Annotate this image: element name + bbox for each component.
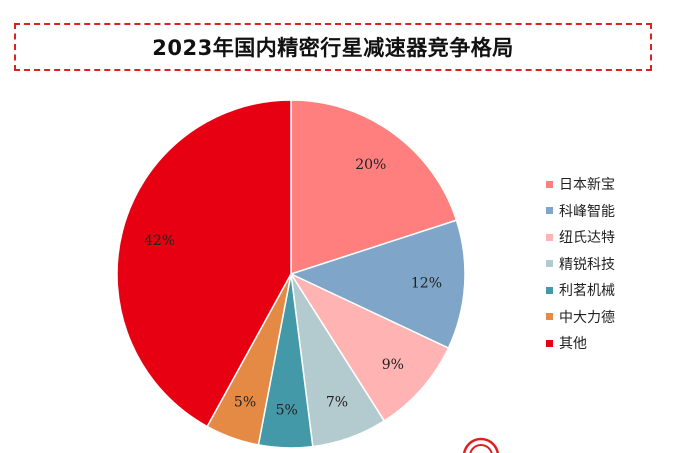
legend-label: 精锐科技	[559, 256, 615, 273]
legend-label: 纽氏达特	[559, 230, 615, 247]
brand-logo-icon	[463, 437, 499, 453]
legend-swatch	[546, 313, 553, 321]
pie-data-label-4: 7%	[326, 395, 348, 411]
legend-label: 科峰智能	[559, 203, 615, 220]
legend-label: 日本新宝	[559, 177, 615, 194]
pie-data-label-1: 20%	[355, 157, 386, 173]
legend-swatch	[546, 180, 553, 188]
legend-item-3: 纽氏达特	[546, 224, 615, 251]
legend-item-6: 中大力德	[546, 304, 615, 331]
pie-data-label-6: 5%	[234, 395, 256, 411]
legend-item-2: 科峰智能	[546, 198, 615, 225]
legend-label: 利茗机械	[559, 283, 615, 300]
legend-swatch	[546, 286, 553, 294]
legend-item-4: 精锐科技	[546, 251, 615, 278]
pie-data-label-5: 5%	[276, 403, 298, 419]
pie-slice-7	[116, 99, 292, 428]
legend-item-7: 其他	[546, 330, 615, 357]
pie-data-label-7: 42%	[144, 233, 175, 249]
pie-slice-2	[288, 219, 466, 350]
legend-swatch	[546, 233, 553, 241]
legend-item-1: 日本新宝	[546, 171, 615, 198]
pie-data-label-3: 9%	[382, 357, 404, 373]
pie-slice-3	[288, 272, 450, 422]
chart-legend: 日本新宝科峰智能纽氏达特精锐科技利茗机械中大力德其他	[546, 171, 615, 357]
pie-data-label-2: 12%	[411, 276, 442, 292]
legend-item-5: 利茗机械	[546, 277, 615, 304]
legend-swatch	[546, 339, 553, 347]
legend-swatch	[546, 260, 553, 268]
legend-swatch	[546, 207, 553, 215]
chart-title-box: 2023年国内精密行星减速器竞争格局	[14, 23, 652, 71]
pie-slice-1	[290, 99, 458, 276]
legend-label: 其他	[559, 336, 587, 353]
legend-label: 中大力德	[559, 309, 615, 326]
chart-title: 2023年国内精密行星减速器竞争格局	[152, 36, 514, 60]
